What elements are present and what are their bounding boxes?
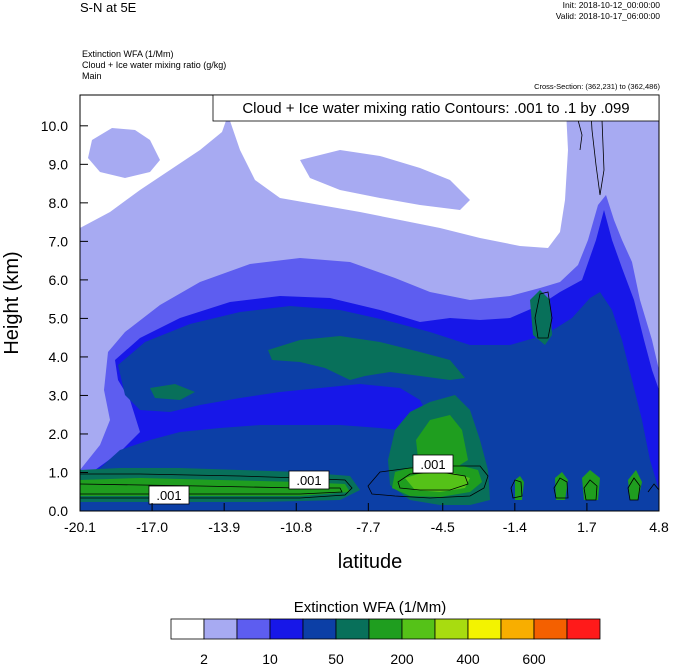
x-tick-label: -20.1 — [64, 519, 96, 535]
colorbar-swatch — [302, 618, 337, 640]
contour-label-group: .001 .001 .001 — [148, 454, 454, 505]
field-dark-blue — [80, 292, 659, 511]
field-teal-band — [268, 336, 465, 380]
field-green-right-3 — [582, 470, 600, 500]
contour-label-box — [412, 454, 454, 474]
contour-label-box — [148, 485, 190, 505]
contour-label: .001 — [296, 473, 321, 488]
contour-label-box — [288, 470, 330, 490]
y-tick-label: 8.0 — [49, 195, 69, 211]
colorbar-swatch — [533, 618, 568, 640]
contour-line — [367, 465, 489, 499]
y-tick-label: 4.0 — [49, 349, 69, 365]
y-tick-label: 5.0 — [49, 310, 69, 326]
colorbar-swatch — [368, 618, 403, 640]
field-extinction: Extinction WFA (1/Mm) — [82, 49, 174, 59]
mixing-ratio-contours — [80, 95, 659, 501]
init-valid-times: Init: 2018-10-12_00:00:00 Valid: 2018-10… — [556, 0, 660, 22]
x-axis-label: latitude — [338, 551, 403, 573]
colorbar-swatch — [566, 618, 601, 640]
x-tick-label: 1.7 — [577, 519, 597, 535]
contour-info-title: Cloud + Ice water mixing ratio Contours:… — [242, 100, 629, 117]
y-tick-label: 7.0 — [49, 233, 69, 249]
colorbar-swatch — [401, 618, 436, 640]
colorbar-tick-label: 200 — [390, 651, 414, 667]
colorbar-title: Extinction WFA (1/Mm) — [294, 599, 447, 616]
y-tick-label: 1.0 — [49, 464, 69, 480]
x-tick-label: 4.8 — [649, 519, 669, 535]
contour-line — [553, 477, 569, 499]
field-lime-mid — [405, 472, 470, 492]
extinction-field — [80, 95, 659, 511]
y-axis: 0.0 1.0 2.0 3.0 4.0 5.0 6.0 7.0 8.0 9.0 10.0 — [41, 118, 88, 519]
contour-line — [577, 119, 583, 151]
contour-label: .001 — [420, 457, 445, 472]
field-main: Main — [82, 71, 102, 81]
colorbar-tick-label: 10 — [262, 651, 278, 667]
field-green-left — [80, 478, 350, 496]
contour-line — [583, 479, 598, 501]
x-tick-label: -1.4 — [503, 519, 527, 535]
colorbar-swatch — [467, 618, 502, 640]
y-tick-label: 6.0 — [49, 272, 69, 288]
plot-title: S-N at 5E — [80, 0, 137, 15]
x-tick-label: -4.5 — [431, 519, 455, 535]
contour-label: .001 — [156, 488, 181, 503]
field-green-right-2 — [555, 472, 568, 500]
x-tick-label: -10.8 — [280, 519, 312, 535]
x-axis: -20.1 -17.0 -13.9 -10.8 -7.7 -4.5 -1.4 1.7 4.8 — [64, 503, 669, 535]
field-cloud-ice: Cloud + Ice water mixing ratio (g/kg) — [82, 60, 227, 70]
contour-line — [534, 291, 553, 339]
x-tick-label: -13.9 — [208, 519, 240, 535]
colorbar-tick-label: 2 — [200, 651, 208, 667]
colorbar-labels: 2 10 50 200 400 600 — [200, 651, 546, 667]
contour-line — [510, 479, 523, 499]
colorbar — [170, 618, 601, 640]
colorbar-tick-label: 50 — [328, 651, 344, 667]
field-teal-right-column — [530, 290, 552, 345]
colorbar-swatch — [434, 618, 469, 640]
x-tick-label: -7.7 — [356, 519, 380, 535]
y-tick-label: 2.0 — [49, 426, 69, 442]
field-green-right-4 — [628, 470, 642, 500]
colorbar-swatch — [236, 618, 271, 640]
colorbar-tick-label: 600 — [522, 651, 546, 667]
field-lavender-top-patch-2 — [300, 150, 470, 210]
colorbar-swatch — [335, 618, 370, 640]
valid-time: Valid: 2018-10-17_06:00:00 — [555, 11, 660, 21]
colorbar-swatch — [203, 618, 238, 640]
field-descriptions: Extinction WFA (1/Mm) Cloud + Ice water … — [82, 49, 226, 82]
y-tick-label: 3.0 — [49, 387, 69, 403]
x-tick-label: -17.0 — [136, 519, 168, 535]
colorbar-swatch — [170, 618, 205, 640]
y-tick-label: 9.0 — [49, 156, 69, 172]
contour-line — [627, 477, 641, 501]
cross-section-label: Cross-Section: (362,231) to (362,486) — [534, 82, 660, 91]
colorbar-swatch — [269, 618, 304, 640]
contour-line — [80, 483, 343, 495]
field-lavender-top-patch — [88, 128, 160, 178]
colorbar-tick-label: 400 — [456, 651, 480, 667]
field-teal-strip — [150, 384, 195, 400]
init-time: Init: 2018-10-12_00:00:00 — [562, 0, 660, 10]
y-tick-label: 0.0 — [49, 503, 69, 519]
y-axis-label: Height (km) — [1, 251, 23, 354]
contour-line — [647, 483, 659, 493]
y-tick-label: 10.0 — [41, 118, 68, 134]
colorbar-swatch — [500, 618, 535, 640]
contour-info-box — [212, 94, 660, 122]
